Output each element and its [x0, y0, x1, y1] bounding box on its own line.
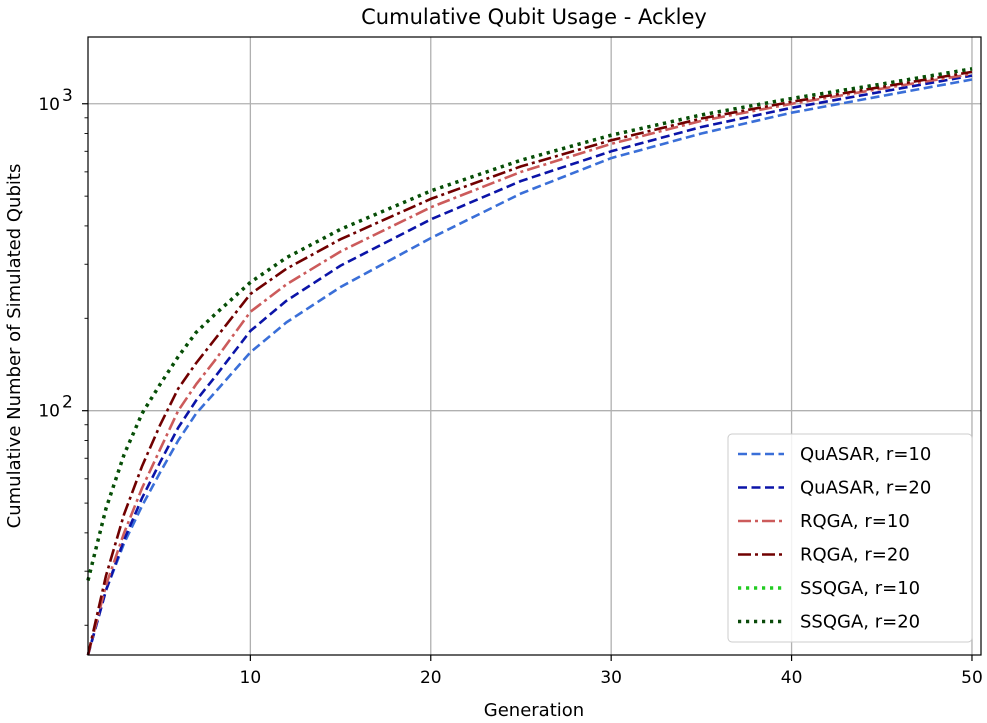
series-line	[86, 72, 973, 656]
x-axis-label: Generation	[484, 700, 584, 721]
x-tick-label: 40	[781, 668, 803, 688]
plot-series	[86, 67, 973, 656]
x-tick-label: 50	[961, 668, 983, 688]
y-axis-label: Cumulative Number of Simulated Qubits	[4, 164, 25, 529]
legend: QuASAR, r=10 QuASAR, r=20 RQGA, r=10 RQGA, …	[727, 433, 973, 643]
y-tick-label: 10	[38, 95, 60, 115]
legend-entry: RQGA, r=10	[800, 511, 910, 532]
legend-entry: SSQGA, r=10	[800, 578, 920, 599]
series-line	[86, 74, 973, 656]
series-line	[86, 78, 973, 656]
y-tick-label: 10	[38, 402, 60, 422]
legend-entry: QuASAR, r=20	[800, 478, 931, 499]
x-tick-label: 20	[420, 668, 442, 688]
legend-box	[727, 433, 973, 643]
plot-frame	[87, 36, 982, 656]
x-tick-label: 30	[600, 668, 622, 688]
y-tick-exponent: 2	[62, 393, 73, 413]
legend-entry: QuASAR, r=10	[800, 444, 931, 465]
series-line	[86, 67, 973, 581]
y-tick-exponent: 3	[62, 86, 73, 106]
legend-entry: SSQGA, r=20	[800, 612, 920, 633]
chart-title: Cumulative Qubit Usage - Ackley	[361, 5, 707, 29]
x-tick-label: 10	[240, 668, 262, 688]
legend-entry: RQGA, r=20	[800, 545, 910, 566]
